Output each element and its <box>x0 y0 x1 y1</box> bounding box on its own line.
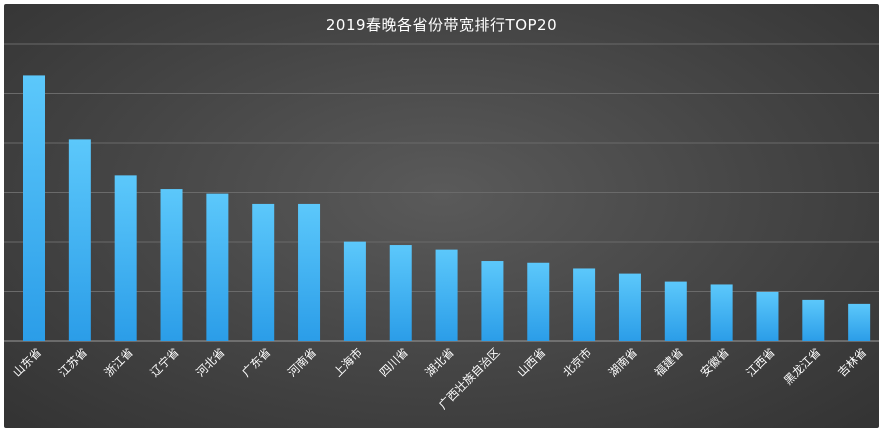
x-tick-label: 黑龙江省 <box>781 345 823 387</box>
chart-title: 2019春晚各省份带宽排行TOP20 <box>325 16 558 34</box>
bar-11[interactable] <box>481 261 504 341</box>
x-tick-label: 湖北省 <box>422 345 456 379</box>
x-tick-label: 湖南省 <box>606 345 640 379</box>
bar-17[interactable] <box>756 291 779 341</box>
bar-10[interactable] <box>435 249 458 341</box>
bar-14[interactable] <box>618 273 641 341</box>
x-tick-label: 河南省 <box>285 345 319 379</box>
x-tick-label: 浙江省 <box>102 345 136 379</box>
bar-1[interactable] <box>23 75 45 342</box>
x-tick-label: 江苏省 <box>56 345 90 379</box>
bar-4[interactable] <box>160 189 183 341</box>
x-tick-label: 福建省 <box>652 345 686 379</box>
bar-19[interactable] <box>848 303 871 341</box>
bar-9[interactable] <box>389 245 412 341</box>
bar-8[interactable] <box>343 241 366 341</box>
x-tick-label: 安徽省 <box>697 345 731 379</box>
bar-5[interactable] <box>206 193 229 341</box>
x-tick-label: 广东省 <box>239 345 273 379</box>
x-tick-label: 江西省 <box>743 345 777 379</box>
x-tick-label: 河北省 <box>193 345 227 379</box>
bar-18[interactable] <box>802 299 825 341</box>
chart-frame: 2019春晚各省份带宽排行TOP20 山东省 江苏省 浙江省 辽宁省 河北省 广东省 河南省… <box>4 4 879 428</box>
bar-6[interactable] <box>252 203 275 341</box>
bar-7[interactable] <box>298 203 321 341</box>
bar-15[interactable] <box>664 281 687 341</box>
x-tick-label: 吉林省 <box>835 345 869 379</box>
bar-2[interactable] <box>68 139 91 341</box>
x-tick-label: 山东省 <box>10 345 44 379</box>
x-tick-label: 北京市 <box>560 345 594 379</box>
x-tick-label: 山西省 <box>514 345 548 379</box>
bar-13[interactable] <box>573 268 596 341</box>
x-tick-label: 辽宁省 <box>147 345 181 379</box>
bar-16[interactable] <box>710 284 733 341</box>
bar-12[interactable] <box>527 262 550 341</box>
x-tick-label: 上海市 <box>331 345 365 379</box>
x-tick-label: 四川省 <box>377 345 411 379</box>
bar-3[interactable] <box>114 175 137 341</box>
